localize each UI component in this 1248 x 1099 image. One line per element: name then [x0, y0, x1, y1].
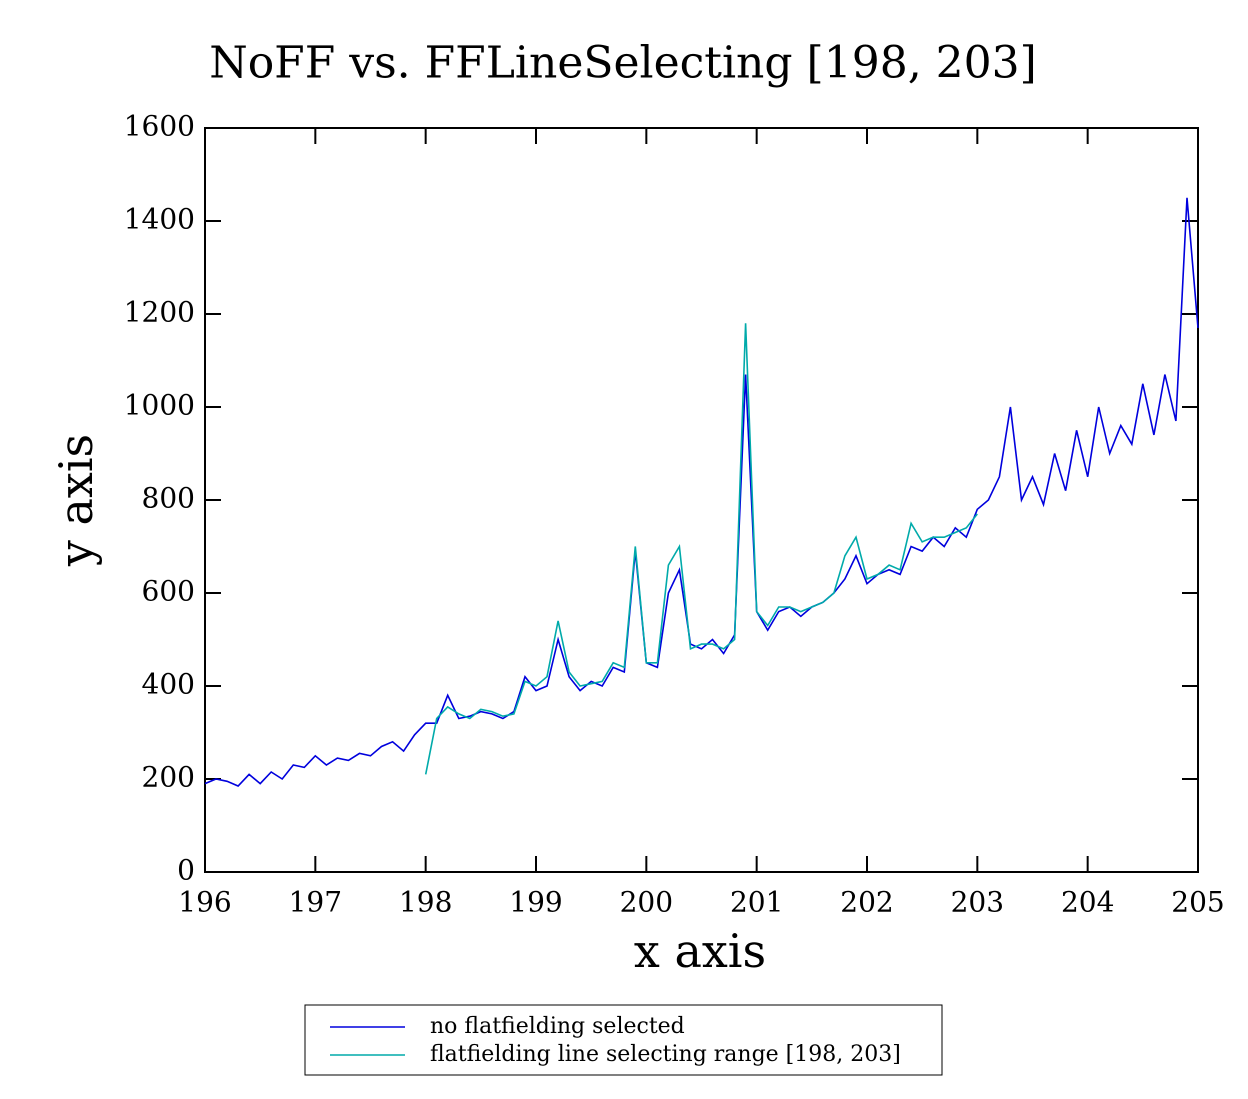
series-line [204, 197, 1199, 787]
chart-title: NoFF vs. FFLineSelecting [198, 203] [209, 38, 1037, 89]
x-tick-label: 201 [730, 886, 783, 919]
y-tick-label: 600 [142, 575, 195, 608]
x-tick-label: 205 [1171, 886, 1224, 919]
series-line [424, 323, 978, 775]
x-tick-label: 202 [840, 886, 893, 919]
x-tick-label: 198 [399, 886, 452, 919]
y-tick-label: 200 [142, 761, 195, 794]
x-tick-label: 197 [289, 886, 342, 919]
y-tick-label: 1400 [124, 203, 195, 236]
y-tick-label: 0 [177, 854, 195, 887]
legend-label: no flatfielding selected [430, 1014, 685, 1039]
x-tick-label: 196 [178, 886, 231, 919]
x-tick-label: 200 [620, 886, 673, 919]
x-axis-label: x axis [634, 924, 766, 978]
y-tick-label: 800 [142, 482, 195, 515]
legend-box [304, 1004, 943, 1076]
y-tick-label: 400 [142, 668, 195, 701]
y-tick-label: 1600 [124, 110, 195, 143]
legend-label: flatfielding line selecting range [198, … [430, 1042, 901, 1067]
y-tick-label: 1200 [124, 296, 195, 329]
x-tick-label: 204 [1061, 886, 1114, 919]
x-tick-label: 203 [951, 886, 1004, 919]
plot-frame [204, 127, 1199, 873]
y-axis-label: y axis [49, 434, 103, 567]
y-tick-label: 1000 [124, 389, 195, 422]
x-tick-label: 199 [509, 886, 562, 919]
